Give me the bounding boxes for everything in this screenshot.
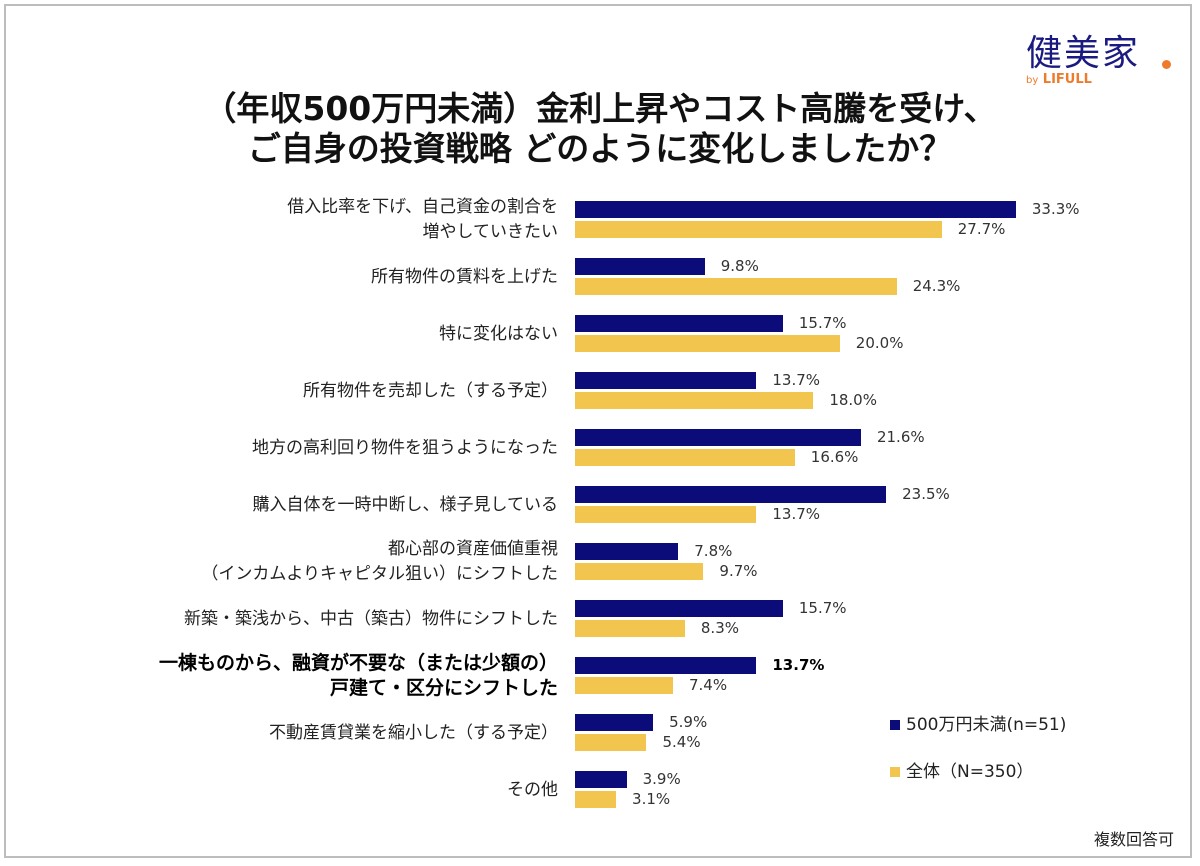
value-label: 24.3% <box>912 277 961 295</box>
bar-under-500 <box>575 258 705 275</box>
category-label-line: 地方の高利回り物件を狙うようになった <box>252 437 558 458</box>
value-label: 21.6% <box>876 428 925 446</box>
value-label: 13.7% <box>772 656 825 674</box>
category-label-line: 借入比率を下げ、自己資金の割合を <box>287 197 558 217</box>
category-label: 地方の高利回り物件を狙うようになった <box>252 436 558 461</box>
value-label: 3.1% <box>632 790 671 808</box>
value-label: 18.0% <box>829 391 877 409</box>
value-label: 13.7% <box>772 505 821 523</box>
category-label-line: 特に変化はない <box>439 323 558 344</box>
value-label: 33.3% <box>1031 200 1080 218</box>
category-label-line: その他 <box>507 779 558 800</box>
value-label: 23.5% <box>902 485 950 503</box>
value-label: 16.6% <box>810 448 859 466</box>
value-label: 5.9% <box>669 713 708 731</box>
logo: 健美家 by LIFULL <box>1026 24 1186 88</box>
category-label-line: 所有物件を売却した（する予定） <box>303 380 558 401</box>
category-label: 所有物件を売却した（する予定） <box>303 379 558 404</box>
category-label-line: 所有物件の賃料を上げた <box>371 266 558 287</box>
value-label: 20.0% <box>855 334 904 352</box>
category-label-line: （インカムよりキャピタル狙い）にシフトした <box>201 564 558 584</box>
value-label: 13.7% <box>772 371 821 389</box>
category-label-line: 購入自体を一時中断し、様子見している <box>252 494 559 515</box>
category-label: 一棟ものから、融資が不要な（または少額の） 戸建て・区分にシフトした <box>159 651 558 701</box>
value-label: 15.7% <box>798 599 847 617</box>
bar-under-500 <box>575 372 757 389</box>
legend-item-under-500: 500万円未満(n=51) <box>890 710 1066 735</box>
bar-under-500 <box>575 315 783 332</box>
bar-under-500 <box>575 486 887 503</box>
bar-under-500 <box>575 429 861 446</box>
category-label: 借入比率を下げ、自己資金の割合を増やしていきたい <box>287 195 558 245</box>
category-label-line: 戸建て・区分にシフトした <box>329 677 558 699</box>
category-label: 新築・築浅から、中古（築古）物件にシフトした <box>184 607 558 632</box>
category-label: 所有物件の賃料を上げた <box>371 265 558 290</box>
logo-brand: LIFULL <box>1042 72 1092 87</box>
legend-swatch-navy <box>890 720 900 730</box>
bar-under-500 <box>575 600 783 617</box>
value-label: 3.9% <box>642 770 681 788</box>
category-label: 特に変化はない <box>439 322 558 347</box>
category-label-line: 一棟ものから、融資が不要な（または少額の） <box>158 652 558 674</box>
category-label-line: 都心部の資産価値重視 <box>388 539 558 559</box>
chart-title-line-2: ご自身の投資戦略 どのように変化しましたか？ <box>247 129 953 168</box>
category-label: 不動産賃貸業を縮小した（する予定） <box>269 721 558 746</box>
bar-all <box>575 677 673 694</box>
category-label: 購入自体を一時中断し、様子見している <box>253 493 559 518</box>
value-label: 5.4% <box>662 733 701 751</box>
logo-by: by <box>1026 75 1039 86</box>
bar-all <box>575 734 647 751</box>
value-label: 7.4% <box>688 676 728 694</box>
logo-main: 健美家 <box>1026 33 1141 74</box>
legend-item-all: 全体（N=350） <box>890 757 1033 782</box>
value-label: 9.7% <box>719 562 758 580</box>
bar-under-500 <box>575 657 757 674</box>
bar-under-500 <box>575 771 627 788</box>
category-label-line: 新築・築浅から、中古（築古）物件にシフトした <box>184 608 558 629</box>
legend-label: 500万円未満(n=51) <box>906 715 1067 735</box>
bar-all <box>575 563 704 580</box>
bar-all <box>575 506 757 523</box>
chart-title-line-1: （年収500万円未満）金利上昇やコスト高騰を受け、 <box>203 89 997 128</box>
category-label: その他 <box>507 778 558 803</box>
logo-sub: by LIFULL <box>1026 72 1092 87</box>
bar-all <box>575 221 942 238</box>
category-label-line: 増やしていきたい <box>422 222 559 242</box>
note-multiple-answers: 複数回答可 <box>1093 830 1174 849</box>
category-label-line: 不動産賃貸業を縮小した（する予定） <box>269 722 558 743</box>
bar-all <box>575 620 685 637</box>
bar-all <box>575 392 814 409</box>
chart-frame <box>4 4 1192 858</box>
bar-all <box>575 449 795 466</box>
bar-under-500 <box>575 714 654 731</box>
bar-all <box>575 335 840 352</box>
legend-swatch-yellow <box>890 767 900 777</box>
value-label: 15.7% <box>798 314 847 332</box>
value-label: 8.3% <box>700 619 739 637</box>
legend-label: 全体（N=350） <box>906 762 1034 782</box>
bar-all <box>575 278 897 295</box>
bar-under-500 <box>575 201 1016 218</box>
logo-dot <box>1162 60 1171 69</box>
value-label: 9.8% <box>720 257 759 275</box>
value-label: 7.8% <box>694 542 733 560</box>
bar-under-500 <box>575 543 679 560</box>
value-label: 27.7% <box>957 220 1006 238</box>
bar-all <box>575 791 617 808</box>
category-label: 都心部の資産価値重視 （インカムよりキャピタル狙い）にシフトした <box>201 537 558 587</box>
